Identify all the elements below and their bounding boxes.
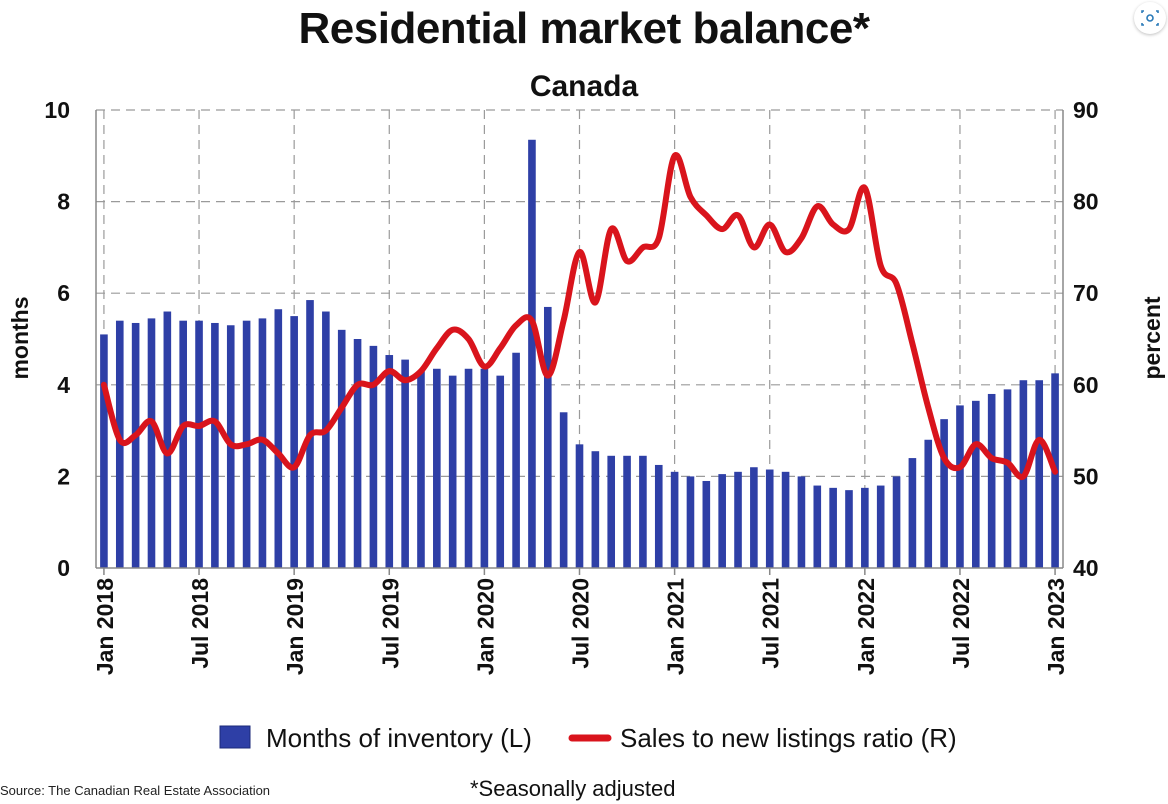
y2-tick-label: 70 [1073, 280, 1099, 306]
bar [211, 322, 219, 568]
x-tick-label: Jan 2021 [663, 578, 689, 675]
bar [718, 474, 726, 568]
bar [337, 329, 346, 568]
x-tick-label: Jan 2019 [282, 578, 308, 675]
bar [924, 439, 933, 568]
bar [163, 311, 172, 568]
bar [417, 371, 425, 568]
x-tick-label: Jul 2022 [948, 578, 974, 669]
chart-title: Residential market balance* [298, 4, 870, 53]
source-note: Source: The Canadian Real Estate Associa… [0, 783, 271, 798]
bar [147, 318, 156, 568]
bar [702, 480, 711, 568]
bar [179, 320, 187, 568]
bar [512, 352, 520, 568]
bar [543, 306, 552, 568]
bar [686, 476, 695, 568]
bar [956, 405, 964, 568]
y-tick-label: 0 [57, 555, 70, 581]
bar [654, 464, 663, 568]
y-tick-label: 10 [44, 97, 70, 123]
axis-labels: 0 2 4 6 8 10 40 50 60 70 80 90 months percent Jan 2018… [7, 97, 1165, 675]
bar [464, 368, 473, 568]
bar [734, 471, 742, 568]
bar [607, 455, 616, 568]
bar [258, 318, 267, 568]
bar [750, 467, 758, 568]
y2-tick-label: 90 [1073, 97, 1099, 123]
bar [861, 487, 869, 568]
y-tick-label: 4 [57, 372, 70, 398]
bar [559, 412, 568, 568]
bar [528, 139, 536, 568]
x-tick-label: Jan 2020 [472, 578, 498, 675]
bar [639, 455, 647, 568]
bar [797, 476, 806, 568]
line-sales-to-new-listings [100, 152, 1059, 481]
chart-subtitle: Canada [529, 70, 639, 103]
x-tick-label: Jul 2021 [758, 578, 784, 669]
bar [623, 455, 631, 568]
bar [433, 368, 441, 568]
bar [987, 393, 996, 568]
x-tick-label: Jul 2019 [377, 578, 403, 669]
y2-tick-label: 60 [1073, 372, 1099, 398]
y2-axis-title: percent [1139, 296, 1165, 379]
y-axis-title: months [7, 296, 33, 379]
lens-icon[interactable] [1134, 2, 1166, 34]
bar [290, 316, 298, 568]
bar [940, 419, 948, 568]
x-tick-label: Jan 2023 [1043, 578, 1069, 675]
bar [829, 487, 837, 568]
y2-tick-label: 40 [1073, 555, 1099, 581]
bar [575, 444, 584, 568]
x-tick-label: Jan 2018 [92, 578, 118, 675]
bar [195, 320, 203, 568]
bar [274, 309, 283, 568]
bar [401, 359, 409, 568]
bar [781, 471, 790, 568]
bar [369, 345, 378, 568]
bar [972, 400, 980, 568]
legend-swatch-bar [219, 725, 251, 749]
legend-label-bar: Months of inventory (L) [266, 723, 532, 753]
y-tick-label: 8 [57, 189, 70, 215]
bar [131, 322, 140, 568]
bar [385, 355, 394, 568]
bar [353, 339, 362, 568]
bar [892, 476, 901, 568]
bar [813, 485, 822, 568]
bar [845, 490, 853, 568]
y-tick-label: 6 [57, 280, 70, 306]
bar [496, 375, 505, 568]
x-tick-label: Jan 2022 [853, 578, 879, 675]
bar [765, 469, 774, 568]
bar [908, 458, 917, 568]
bar [1003, 389, 1012, 568]
x-tick-label: Jul 2020 [568, 578, 594, 669]
bar [322, 311, 330, 568]
bar [876, 485, 885, 568]
axes [95, 110, 1064, 575]
bar [670, 471, 679, 568]
line-series [100, 152, 1059, 481]
bar [480, 368, 489, 568]
bar [1035, 380, 1044, 568]
legend: Months of inventory (L) Sales to new list… [219, 723, 957, 753]
bar [591, 451, 600, 568]
x-tick-label: Jul 2018 [187, 578, 213, 669]
y-tick-label: 2 [57, 463, 70, 489]
bar [448, 375, 457, 568]
footnote: *Seasonally adjusted [470, 776, 676, 801]
bar [100, 334, 108, 568]
y2-tick-label: 50 [1073, 463, 1099, 489]
legend-label-line: Sales to new listings ratio (R) [620, 723, 957, 753]
y2-tick-label: 80 [1073, 189, 1099, 215]
